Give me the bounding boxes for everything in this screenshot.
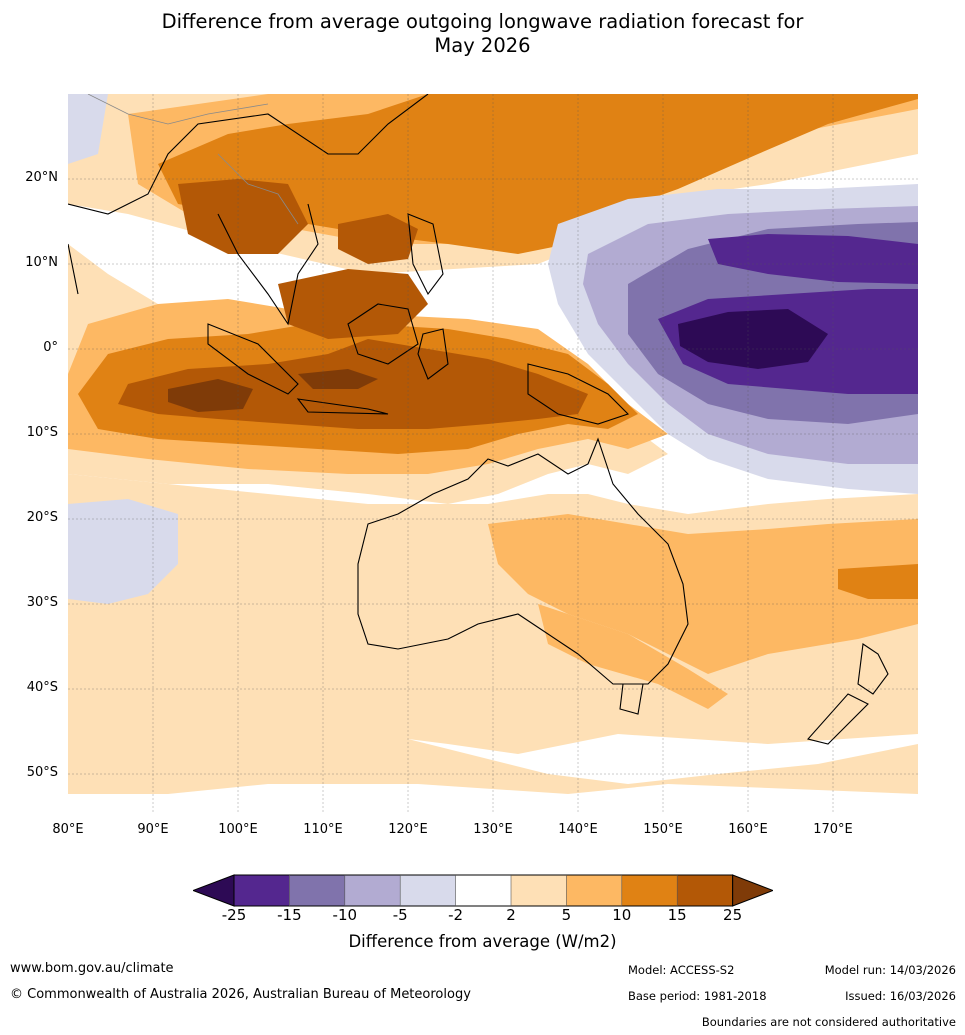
title-line-1: Difference from average outgoing longwav… (161, 10, 804, 33)
colorbar-segment-p10-p15 (621, 875, 678, 906)
colorbar-tick-p5: 5 (561, 906, 572, 924)
colorbar-tick-n5: -5 (392, 906, 408, 924)
model-name: Model: ACCESS-S2 (628, 963, 735, 977)
philippines-coast (407, 213, 444, 296)
issued-date: Issued: 16/03/2026 (845, 989, 956, 1003)
india-coast (68, 243, 79, 295)
colorbar-segment-p15-p25 (677, 875, 733, 906)
lat-label-20s: 20°S (26, 510, 58, 525)
lon-label-130e: 130°E (473, 822, 513, 837)
sumatra-coast (207, 323, 299, 395)
colorbar-tick-n2: -2 (448, 906, 464, 924)
model-run-date: Model run: 14/03/2026 (824, 963, 956, 977)
title-line-2: May 2026 (434, 34, 531, 57)
colorbar-above-triangle (732, 874, 773, 907)
colorbar-segment-n15-n10 (289, 875, 345, 906)
lat-label-10n: 10°N (25, 255, 58, 270)
new-zealand-south (806, 693, 869, 745)
java-coast (296, 398, 389, 415)
lon-label-90e: 90°E (137, 822, 169, 837)
copyright-text: © Commonwealth of Australia 2026, Austra… (10, 987, 471, 1002)
new-guinea-coast (527, 363, 630, 425)
colorbar-dividers (289, 875, 678, 906)
colorbar-below-triangle (193, 874, 235, 907)
colorbar (193, 874, 773, 907)
lon-label-120e: 120°E (388, 822, 428, 837)
colorbar-tick-p25: 25 (723, 906, 743, 924)
tasmania-coast (619, 683, 644, 715)
lon-label-110e: 110°E (303, 822, 343, 837)
colorbar-frame (233, 874, 734, 907)
lon-label-170e: 170°E (813, 822, 853, 837)
colorbar-segment-p5-p10 (566, 875, 622, 906)
colorbar-segment-n2-p2 (455, 875, 511, 906)
lon-label-80e: 80°E (52, 822, 84, 837)
lat-label-20n: 20°N (25, 170, 58, 185)
lon-label-100e: 100°E (218, 822, 258, 837)
sulawesi-coast (417, 328, 449, 380)
colorbar-segment-p2-p5 (511, 875, 567, 906)
borders (87, 94, 299, 225)
lon-label-160e: 160°E (728, 822, 768, 837)
base-period: Base period: 1981-2018 (628, 989, 767, 1003)
lat-label-50s: 50°S (26, 765, 58, 780)
anomaly-layer-deep-brown (168, 369, 378, 412)
website-link[interactable]: www.bom.gov.au/climate (10, 961, 174, 976)
colorbar-label: Difference from average (W/m2) (348, 932, 617, 951)
new-zealand-north (857, 643, 889, 695)
colorbar-tick-n10: -10 (332, 906, 358, 924)
colorbar-tick-p15: 15 (667, 906, 687, 924)
lat-label-30s: 30°S (26, 595, 58, 610)
olr-anomaly-map (68, 94, 918, 814)
lat-label-0: 0° (43, 340, 58, 355)
chart-title: Difference from average outgoing longwav… (0, 10, 965, 58)
colorbar-segment-n5-n2 (400, 875, 456, 906)
lon-label-140e: 140°E (558, 822, 598, 837)
lon-label-150e: 150°E (643, 822, 683, 837)
colorbar-tick-n15: -15 (277, 906, 302, 924)
lat-label-10s: 10°S (26, 425, 58, 440)
lat-label-40s: 40°S (26, 680, 58, 695)
colorbar-segment-n10-n5 (344, 875, 401, 906)
borneo-coast (347, 303, 419, 365)
colorbar-tick-n25: -25 (221, 906, 247, 924)
colorbar-tick-p2: 2 (506, 906, 516, 924)
mainland-asia-coast (68, 94, 429, 215)
map-canvas (68, 94, 918, 814)
anomaly-layer-darkest-purple (678, 309, 828, 369)
colorbar-tick-p10: 10 (612, 906, 632, 924)
boundaries-disclaimer: Boundaries are not considered authoritat… (701, 1015, 956, 1029)
colorbar-segment-n25-n15 (234, 875, 290, 906)
gridlines (68, 94, 918, 814)
